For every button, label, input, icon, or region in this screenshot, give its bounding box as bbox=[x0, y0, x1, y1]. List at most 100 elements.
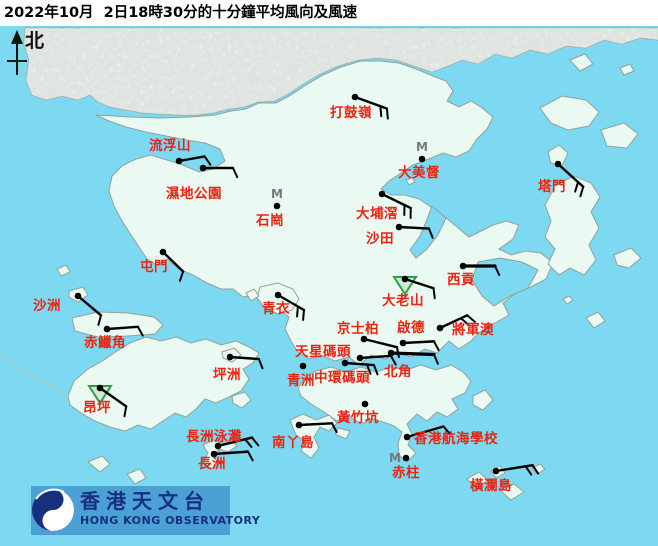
station-m-flag: M bbox=[271, 187, 283, 201]
wind-barb-staff bbox=[76, 294, 103, 317]
wind-barb-staff bbox=[98, 386, 128, 408]
wind-barb-staff bbox=[353, 95, 389, 110]
station-hk-sea-school: 香港航海學校 bbox=[403, 425, 498, 447]
station-label: 青衣 bbox=[262, 300, 290, 317]
station-wong-chuk-hang: 黃竹坑 bbox=[336, 400, 379, 426]
wind-barb-staff bbox=[358, 354, 393, 360]
wind-barb-staff bbox=[405, 425, 445, 439]
wind-barb-staff bbox=[403, 277, 435, 290]
station-label: 將軍澳 bbox=[452, 321, 494, 338]
page-title: 2022年10月 2日18時30分的十分鐘平均風向及風速 bbox=[4, 3, 358, 21]
station-dot bbox=[341, 359, 349, 367]
logo-english-name: HONG KONG OBSERVATORY bbox=[80, 514, 261, 527]
tap-mun-island bbox=[547, 144, 569, 167]
station-label: 長洲 bbox=[198, 456, 226, 472]
wind-barb-staff bbox=[362, 337, 399, 349]
station-dot bbox=[159, 248, 167, 256]
wind-barb-feather bbox=[531, 464, 540, 475]
wind-barb-staff bbox=[216, 436, 254, 448]
wind-barb-feather bbox=[244, 438, 253, 448]
station-dot bbox=[361, 400, 369, 408]
station-dot bbox=[199, 164, 207, 172]
station-dot bbox=[214, 442, 222, 450]
station-label: 長洲泳灘 bbox=[186, 428, 242, 445]
station-dot bbox=[74, 292, 82, 300]
wind-barb-feather bbox=[574, 181, 580, 193]
station-lau-fau-shan: 流浮山 bbox=[149, 137, 212, 166]
station-kai-tak: 啟德 bbox=[397, 319, 440, 352]
station-dot bbox=[387, 349, 395, 357]
station-tseung-kwan-o: 將軍澳 bbox=[436, 314, 494, 338]
wind-barb-feather bbox=[389, 354, 397, 366]
wind-barb-feather bbox=[432, 353, 439, 365]
station-dot bbox=[403, 433, 411, 441]
station-kings-park: 京士柏 bbox=[337, 320, 400, 359]
wind-barb-staff bbox=[177, 155, 206, 163]
station-dot bbox=[96, 384, 104, 392]
station-wetland-park: 濕地公園 bbox=[166, 164, 239, 202]
station-label: 赤鱲角 bbox=[84, 334, 126, 351]
station-label: 西貢 bbox=[447, 272, 475, 288]
hong-kong-land bbox=[56, 53, 642, 501]
station-m-flag: M bbox=[416, 140, 428, 154]
station-label: 黃竹坑 bbox=[336, 409, 379, 426]
station-label: 橫瀾島 bbox=[470, 477, 512, 494]
wind-barb-feather bbox=[372, 364, 379, 376]
wind-barb-feather bbox=[524, 465, 533, 476]
station-shek-kong: M 石崗 bbox=[255, 187, 284, 229]
station-tai-mei-tuk: M 大美督 bbox=[398, 140, 440, 181]
station-sha-tin: 沙田 bbox=[366, 223, 434, 247]
wind-barb-staff bbox=[397, 225, 431, 230]
north-arrow: 北 bbox=[7, 30, 44, 75]
wind-barb-feather bbox=[427, 227, 434, 239]
station-cheung-chau: 長洲 bbox=[198, 450, 254, 472]
wind-barb-feather bbox=[442, 425, 452, 436]
station-green-island: 青洲 bbox=[287, 362, 315, 389]
wind-barb-staff bbox=[438, 314, 469, 330]
wind-barb-feather bbox=[296, 305, 299, 318]
title-band bbox=[0, 0, 658, 26]
wind-barb-feather bbox=[432, 340, 440, 352]
station-label: 香港航海學校 bbox=[413, 430, 498, 447]
station-label: 昂坪 bbox=[83, 400, 111, 416]
station-label: 塔門 bbox=[538, 178, 566, 195]
wind-barb-feather bbox=[379, 105, 383, 118]
sha-tin-inlet bbox=[409, 205, 447, 259]
station-tuen-mun: 屯門 bbox=[140, 248, 185, 282]
station-m-flag: M bbox=[389, 451, 401, 465]
wind-barb-feather bbox=[466, 314, 476, 323]
port-shelter-inlet bbox=[471, 257, 539, 307]
station-star-ferry-pier: 天星碼頭 bbox=[295, 344, 397, 366]
station-dot bbox=[299, 362, 307, 370]
station-stanley: M赤柱 bbox=[389, 451, 420, 481]
wind-barb-feather bbox=[203, 155, 212, 166]
station-label: 大老山 bbox=[382, 292, 424, 309]
wind-barb-staff bbox=[276, 293, 306, 312]
station-cheung-chau-beach: 長洲泳灘 bbox=[186, 428, 260, 450]
wind-barb-feather bbox=[250, 436, 260, 447]
new-territories bbox=[95, 60, 554, 366]
station-dot bbox=[273, 202, 281, 210]
station-label: 沙洲 bbox=[33, 298, 61, 314]
hko-logo-wind-line bbox=[35, 488, 65, 500]
station-dot bbox=[360, 335, 368, 343]
wind-barb-feather bbox=[330, 422, 338, 434]
station-dot bbox=[401, 275, 409, 283]
lantau-island bbox=[67, 336, 260, 432]
wind-barb-staff bbox=[212, 450, 250, 456]
sai-kung-east-islands bbox=[544, 175, 601, 276]
wind-barb-feather bbox=[494, 265, 501, 277]
station-sha-chau: 沙洲 bbox=[33, 292, 103, 326]
station-label: 京士柏 bbox=[337, 320, 379, 337]
station-label: 赤柱 bbox=[392, 464, 420, 481]
station-dot bbox=[274, 291, 282, 299]
station-label: 屯門 bbox=[140, 258, 168, 275]
station-label: 北角 bbox=[384, 363, 412, 380]
wind-barb-feather bbox=[432, 287, 436, 300]
station-lamma-island: 南丫島 bbox=[272, 421, 338, 451]
hko-logo-swirl bbox=[42, 489, 74, 531]
station-dot bbox=[459, 262, 467, 270]
